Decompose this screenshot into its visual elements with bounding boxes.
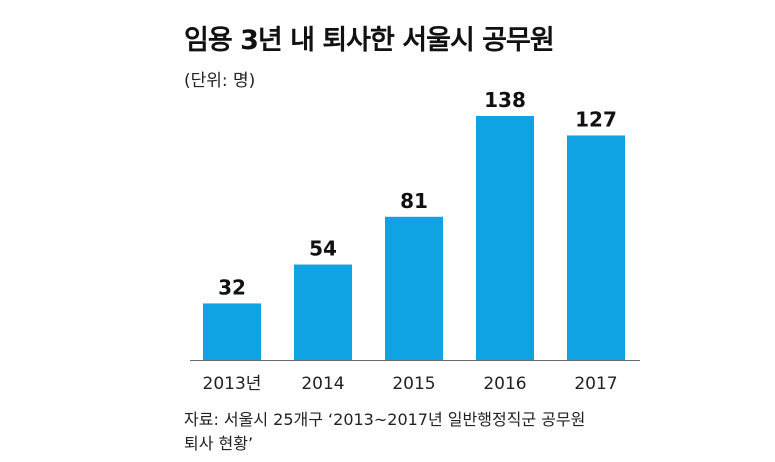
source-line-1: 자료: 서울시 25개구 ‘2013~2017년 일반행정직군 공무원 [184, 410, 586, 429]
bar-2017 [567, 135, 625, 360]
bar-2015 [385, 216, 443, 360]
x-tick-label-2014: 2014 [301, 374, 344, 394]
source-note: 자료: 서울시 25개구 ‘2013~2017년 일반행정직군 공무원 퇴사 현… [184, 408, 585, 456]
data-label-2016: 138 [484, 88, 526, 112]
x-tick-label-2013년: 2013년 [203, 374, 262, 394]
source-line-2: 퇴사 현황’ [184, 434, 254, 453]
unit-label: (단위: 명) [184, 71, 256, 91]
x-tick-label-2017: 2017 [574, 374, 617, 394]
data-label-2017: 127 [575, 107, 617, 131]
data-label-2014: 54 [309, 237, 337, 261]
bar-2013년 [203, 303, 261, 360]
chart-title: 임용 3년 내 퇴사한 서울시 공무원 [184, 25, 555, 56]
bar-2014 [294, 264, 352, 360]
bar-2016 [476, 116, 534, 360]
data-label-2013년: 32 [218, 275, 246, 299]
data-label-2015: 81 [400, 189, 428, 213]
x-tick-label-2015: 2015 [392, 374, 435, 394]
x-tick-label-2016: 2016 [483, 374, 526, 394]
